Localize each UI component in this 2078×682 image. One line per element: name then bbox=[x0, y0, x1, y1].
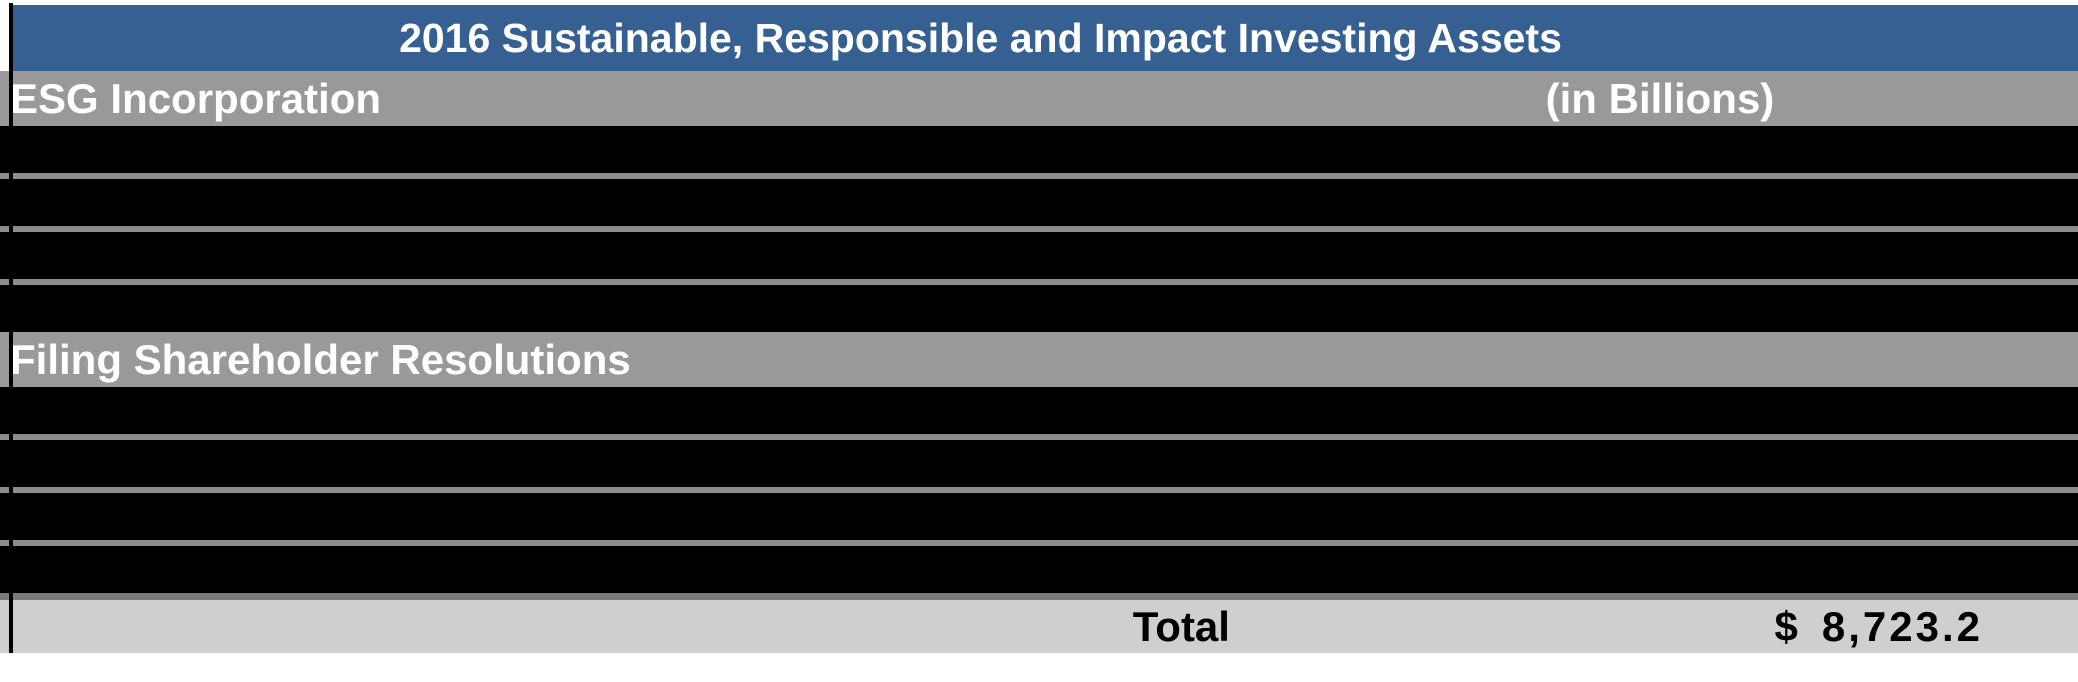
row-separator bbox=[0, 226, 2078, 232]
total-row-separator bbox=[0, 593, 2078, 600]
redacted-row bbox=[0, 232, 2078, 279]
redacted-row bbox=[0, 493, 2078, 540]
total-label: Total bbox=[1132, 602, 1230, 650]
section-header-filing-shareholder-resolutions: Filing Shareholder Resolutions bbox=[0, 332, 2078, 387]
section-esg-label: ESG Incorporation bbox=[10, 74, 382, 122]
total-value: $ 8,723.2 bbox=[1278, 602, 2078, 650]
row-separator bbox=[0, 487, 2078, 493]
total-row: Total $ 8,723.2 bbox=[0, 600, 2078, 653]
table-title: 2016 Sustainable, Responsible and Impact… bbox=[399, 14, 1562, 61]
row-separator bbox=[0, 540, 2078, 546]
row-separator bbox=[0, 173, 2078, 179]
section-header-esg-incorporation: ESG Incorporation (in Billions) bbox=[0, 71, 2078, 126]
redacted-row bbox=[0, 387, 2078, 434]
table-title-row: 2016 Sustainable, Responsible and Impact… bbox=[13, 5, 2078, 71]
currency-symbol: $ bbox=[1774, 602, 1798, 650]
row-separator bbox=[0, 434, 2078, 440]
total-amount: 8,723.2 bbox=[1821, 602, 1983, 650]
redacted-row bbox=[0, 546, 2078, 593]
row-separator bbox=[0, 279, 2078, 285]
top-margin bbox=[0, 0, 2078, 5]
redacted-row bbox=[0, 440, 2078, 487]
sri-assets-table: 2016 Sustainable, Responsible and Impact… bbox=[0, 3, 2078, 653]
redacted-row bbox=[0, 285, 2078, 332]
left-border-line bbox=[9, 3, 13, 653]
redacted-row bbox=[0, 126, 2078, 173]
redacted-row bbox=[0, 179, 2078, 226]
section-filing-label: Filing Shareholder Resolutions bbox=[10, 335, 631, 383]
unit-label: (in Billions) bbox=[1545, 74, 1775, 122]
